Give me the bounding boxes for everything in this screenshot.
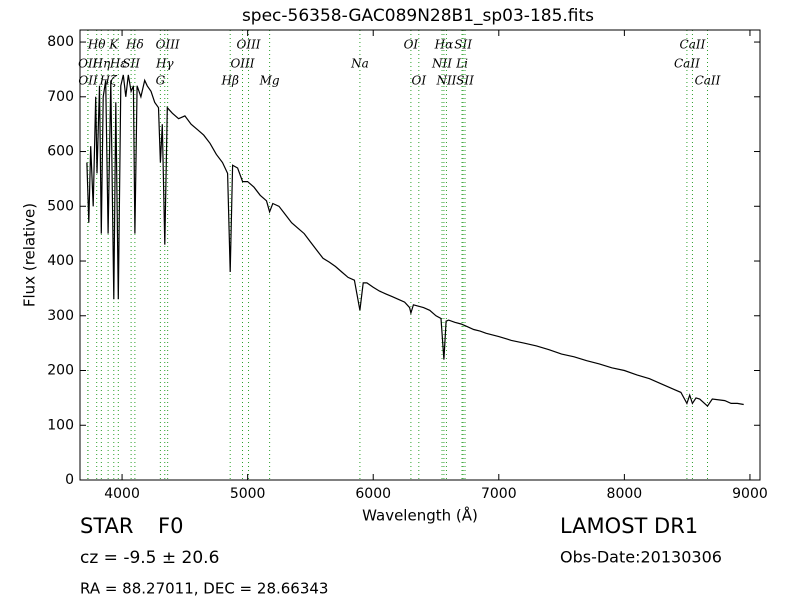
spectral-line-label: OIII <box>230 57 254 71</box>
spectral-line-label: OIII <box>236 38 260 52</box>
redshift: cz = -9.5 ± 20.6 <box>80 548 219 568</box>
spectral-line-label: G <box>156 74 166 88</box>
spectral-line-label: Hδ <box>125 38 144 52</box>
plot-frame <box>79 29 761 481</box>
x-tick-label: 8000 <box>607 486 643 502</box>
x-tick-label: 9000 <box>732 486 768 502</box>
obs-date: Obs-Date:20130306 <box>560 548 722 567</box>
y-tick-label: 400 <box>47 253 74 269</box>
subclass: F0 <box>158 514 183 538</box>
spectral-line-label: Hε <box>109 57 127 71</box>
coordinates: RA = 88.27011, DEC = 28.66343 <box>80 580 328 598</box>
spectral-line-label: NII <box>431 57 452 71</box>
object-class: STAR <box>80 514 133 538</box>
spectral-line-label: Hζ <box>99 74 118 88</box>
spectral-line-label: OII <box>78 74 98 88</box>
spectral-line-label: OI <box>404 38 419 52</box>
y-tick-label: 600 <box>47 144 74 160</box>
spectrum <box>86 74 744 408</box>
spectral-line-label: Hη <box>92 57 111 71</box>
y-tick-label: 300 <box>47 308 74 324</box>
chart-title: spec-56358-GAC089N28B1_sp03-185.fits <box>242 6 594 26</box>
y-tick-label: 100 <box>47 417 74 433</box>
spectral-line-label: CaII <box>674 57 700 71</box>
spectral-line-label: Hθ <box>87 38 106 52</box>
spectral-line-label: Hβ <box>220 74 238 88</box>
survey: LAMOST DR1 <box>560 514 698 538</box>
spectral-line-label: K <box>108 38 119 52</box>
spectral-line-label: Hγ <box>155 57 174 71</box>
y-axis-label: Flux (relative) <box>21 203 39 307</box>
spectral-line-label: NII <box>435 74 456 88</box>
y-tick-label: 200 <box>47 363 74 379</box>
spectral-line-label: SII <box>122 57 140 71</box>
spectral-line-label: OI <box>412 74 427 88</box>
y-tick-label: 0 <box>65 472 74 488</box>
spectral-line-label: CaII <box>695 74 721 88</box>
y-tick-label: 800 <box>47 34 74 50</box>
spectral-line-label: Li <box>455 57 468 71</box>
spectral-line-label: Na <box>350 57 369 71</box>
y-tick-label: 700 <box>47 89 74 105</box>
spectral-line-label: SII <box>454 38 472 52</box>
spectral-line-label: OII <box>78 57 98 71</box>
x-tick-label: 4000 <box>104 486 140 502</box>
spectral-line-label: CaII <box>680 38 706 52</box>
x-tick-label: 5000 <box>230 486 266 502</box>
spectral-line-label: Hα <box>434 38 454 52</box>
x-tick-label: 6000 <box>355 486 391 502</box>
spectral-line-label: SII <box>456 74 474 88</box>
y-tick-label: 500 <box>47 198 74 214</box>
x-axis-label: Wavelength (Å) <box>362 506 478 525</box>
spectral-line-label: Mg <box>259 74 280 88</box>
x-tick-label: 7000 <box>481 486 517 502</box>
spectral-line-label: OIII <box>156 38 180 52</box>
